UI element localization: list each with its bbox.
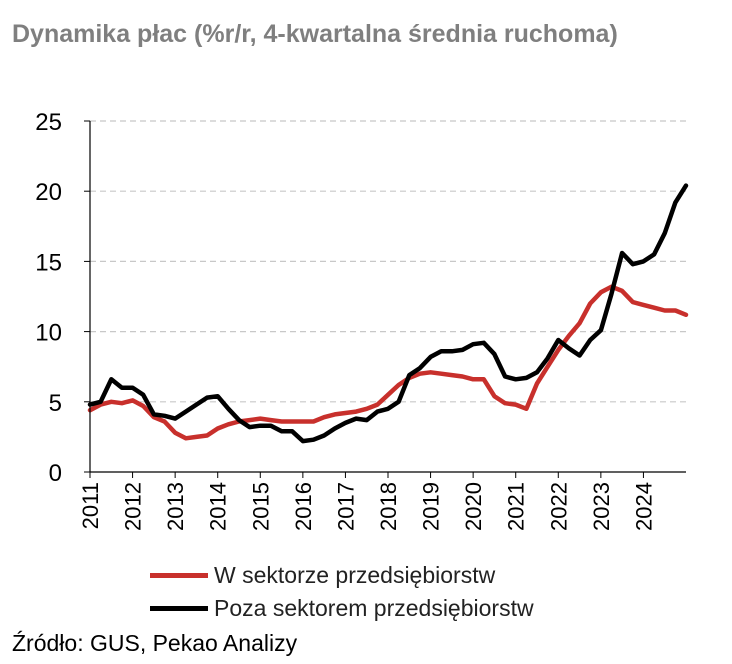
legend-swatch-series-1 [150, 573, 208, 578]
y-tick-label: 15 [35, 249, 62, 276]
x-tick-label: 2023 [589, 482, 614, 531]
x-tick-label: 2016 [291, 482, 316, 531]
y-tick-label: 20 [35, 179, 62, 206]
x-tick-label: 2015 [248, 482, 273, 531]
x-tick-label: 2013 [163, 482, 188, 531]
series-lines [87, 183, 689, 444]
x-tick-label: 2020 [461, 482, 486, 531]
chart-title: Dynamika płac (%r/r, 4-kwartalna średnia… [12, 20, 618, 48]
series-line-1 [87, 284, 689, 441]
series-line-2 [87, 183, 689, 444]
x-tick-label: 2011 [78, 482, 103, 529]
y-tick-label: 10 [35, 320, 62, 347]
x-tick-labels: 2011 2012 2013 2014 2015 2016 2017 2018 2019 2020… [78, 472, 656, 531]
x-tick-label: 2021 [504, 482, 529, 531]
legend-swatch-series-2 [150, 606, 208, 611]
x-tick-label: 2018 [376, 482, 401, 531]
source-note: Źródło: GUS, Pekao Analizy [12, 630, 298, 656]
legend-label-series-2: Poza sektorem przedsiębiorstw [214, 595, 534, 621]
x-tick-label: 2022 [546, 482, 571, 531]
y-tick-label: 25 [35, 109, 62, 136]
x-tick-label: 2017 [333, 482, 358, 531]
x-tick-label: 2014 [206, 482, 231, 531]
y-tick-label: 0 [49, 460, 62, 487]
grid-lines [90, 120, 686, 403]
x-tick-label: 2019 [419, 482, 444, 531]
legend-label-series-1: W sektorze przedsiębiorstw [214, 562, 496, 588]
x-tick-label: 2024 [631, 482, 656, 531]
y-tick-label: 5 [49, 390, 62, 417]
y-tick-labels: 0 5 10 15 20 25 [35, 109, 90, 487]
x-tick-label: 2012 [121, 482, 146, 531]
